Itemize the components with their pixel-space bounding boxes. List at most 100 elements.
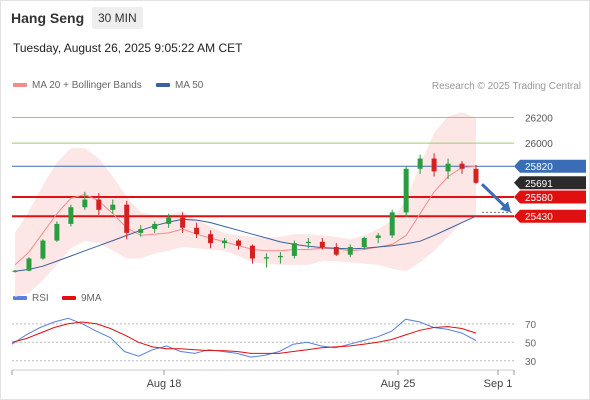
candle (236, 239, 242, 250)
legend-bb: MA 20 + Bollinger Bands (13, 80, 142, 91)
candle-body (124, 204, 130, 233)
candle-body (473, 168, 479, 183)
candle-body (194, 227, 200, 235)
ma20-line (14, 165, 477, 266)
legend-rsi: RSI (13, 293, 49, 304)
candle (445, 158, 451, 180)
candle (389, 209, 395, 239)
candle-body (26, 258, 32, 271)
level-label-25430: 25430 (525, 212, 553, 223)
candle (347, 244, 353, 258)
candle-body (431, 158, 437, 172)
candle-body (82, 199, 88, 208)
level-label-25580: 25580 (525, 193, 553, 204)
candle (333, 243, 339, 256)
legend-bb-label: MA 20 + Bollinger Bands (32, 80, 142, 91)
ma50-line (14, 215, 477, 272)
candle (375, 232, 381, 244)
candle-body (263, 257, 269, 259)
candle (82, 191, 88, 210)
candle-body (319, 241, 325, 247)
forecast-arrow-head (500, 201, 511, 213)
rsi-tick-50: 50 (525, 338, 537, 349)
candle-body (361, 238, 367, 247)
candle (12, 270, 18, 273)
legend-bb-swatch (13, 83, 27, 88)
legend-rsi-swatch (13, 296, 27, 301)
candle-body (375, 235, 381, 239)
legend-9ma-swatch (62, 296, 76, 301)
level-label-25820: 25820 (525, 162, 553, 173)
level-tag-25820 (514, 159, 586, 173)
candle (473, 164, 479, 185)
x-tick-label: Aug 18 (147, 378, 182, 390)
timeframe-button[interactable]: 30 MIN (92, 7, 143, 29)
candle-body (68, 207, 74, 224)
candle (26, 257, 32, 272)
candle (361, 236, 367, 250)
candle-body (347, 246, 353, 255)
candle-body (417, 158, 423, 169)
candle (138, 225, 144, 237)
candle-body (40, 240, 46, 259)
candle-body (249, 245, 255, 259)
candle (417, 154, 423, 174)
x-tick-label: Sep 1 (484, 378, 513, 390)
candle (152, 221, 158, 233)
rsi-series-1 (11, 321, 477, 354)
candle-body (222, 240, 228, 244)
bollinger-band-area (15, 112, 476, 298)
candle (40, 239, 46, 260)
candle (431, 153, 437, 177)
candle-body (180, 217, 186, 228)
level-tag-25580 (514, 190, 586, 204)
candle (96, 193, 102, 215)
level-tag-25691 (514, 176, 586, 190)
candle (68, 204, 74, 227)
candle-body (403, 168, 409, 213)
legend-9ma: 9MA (62, 293, 102, 304)
candle (319, 238, 325, 250)
candle-body (389, 212, 395, 236)
candle (124, 200, 130, 240)
candle (180, 212, 186, 233)
candle (194, 222, 200, 239)
candle (110, 199, 116, 214)
candle-body (96, 199, 102, 210)
candle-body (166, 217, 172, 224)
candle-body (138, 229, 144, 233)
candle-body (152, 223, 158, 230)
candle (403, 166, 409, 218)
candle (277, 252, 283, 264)
credit-text: Research © 2025 Trading Central (431, 81, 581, 92)
candle-body (277, 255, 283, 258)
level-label-26200: 26200 (525, 114, 553, 125)
forecast-arrow-shaft (480, 183, 509, 210)
candle (459, 161, 465, 174)
legend-rsi-label: RSI (32, 293, 49, 304)
candle-body (236, 240, 242, 246)
timestamp: Tuesday, August 26, 2025 9:05:22 AM CET (13, 41, 243, 55)
rsi-series-0 (11, 317, 477, 358)
candle-body (305, 241, 311, 244)
candle-body (208, 234, 214, 244)
candle (263, 253, 269, 268)
legend-ma50-swatch (156, 83, 170, 88)
candle-body (54, 223, 60, 241)
candle (305, 238, 311, 249)
candle-body (110, 204, 116, 210)
candle (166, 213, 172, 228)
candle-body (459, 163, 465, 169)
candle-body (333, 246, 339, 255)
legend-9ma-label: 9MA (81, 293, 102, 304)
candle (291, 240, 297, 259)
candle (249, 244, 255, 264)
candle-body (12, 270, 18, 272)
instrument-title: Hang Seng (11, 10, 85, 26)
legend-ma50: MA 50 (156, 80, 203, 91)
candle (222, 238, 228, 249)
candle-body (291, 243, 297, 256)
candle-body (445, 163, 451, 172)
candle (54, 221, 60, 242)
x-tick-label: Aug 25 (381, 378, 416, 390)
